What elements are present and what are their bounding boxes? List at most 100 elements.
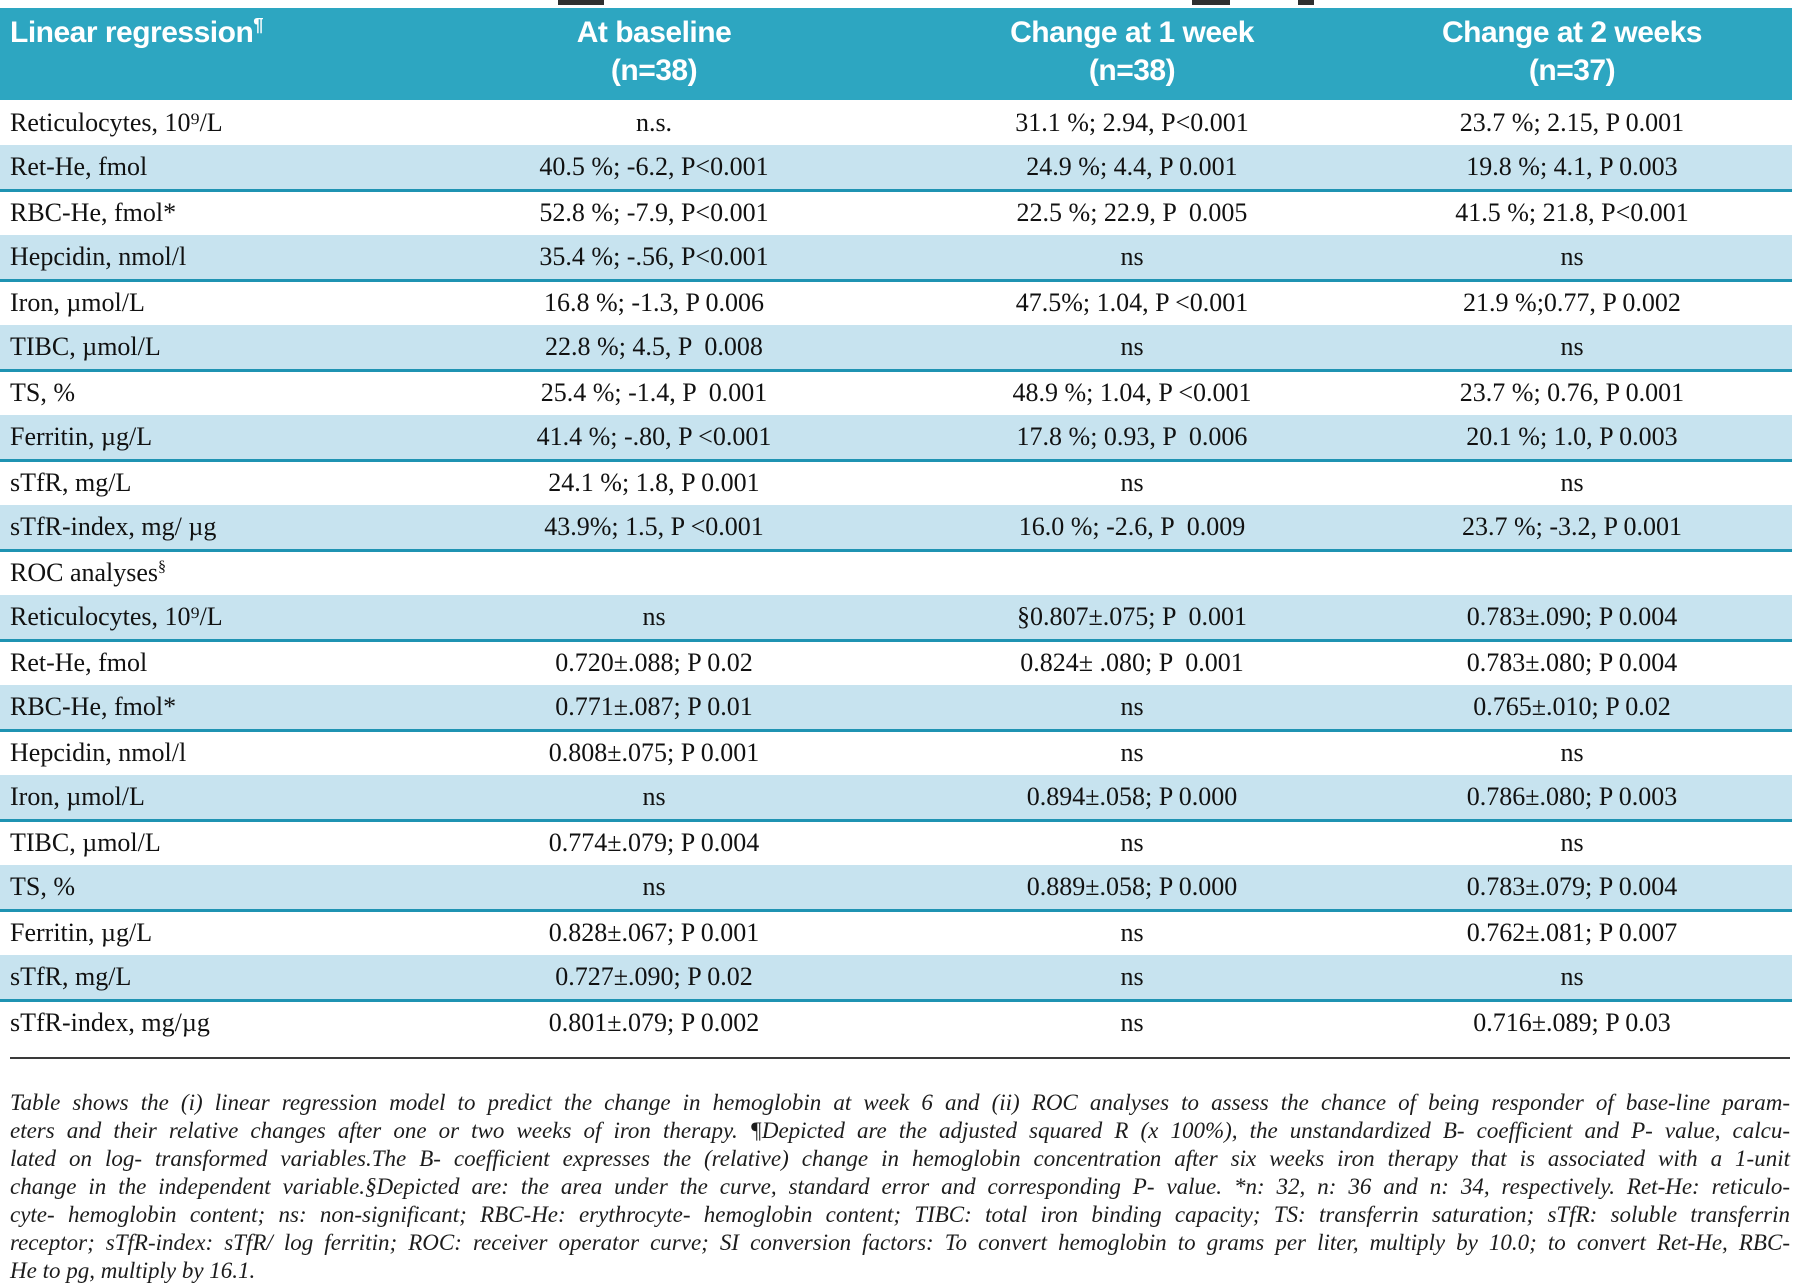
results-table: Linear regression¶ At baseline (n=38) Ch… <box>0 8 1792 1045</box>
table-body: Reticulocytes, 10⁹/L n.s. 31.1 %; 2.94, P<… <box>0 100 1792 1045</box>
value-cell: 20.1 %; 1.0, P 0.003 <box>1352 415 1792 462</box>
footnote-line: lated on log- transformed variables.The … <box>10 1146 1790 1171</box>
table-row: TIBC, µmol/L 22.8 %; 4.5, P 0.008 ns ns <box>0 325 1792 372</box>
value-cell: 0.889±.058; P 0.000 <box>912 865 1352 912</box>
footnote-line: eters and their relative changes after o… <box>10 1118 1790 1143</box>
table-row: Reticulocytes, 10⁹/L ns §0.807±.075; P 0.0… <box>0 595 1792 642</box>
value-cell: 23.7 %; 0.76, P 0.001 <box>1459 378 1685 408</box>
row-label: sTfR, mg/L <box>0 955 396 1002</box>
row-label: TS, % <box>10 378 75 408</box>
value-cell: ns <box>1352 235 1792 282</box>
table-footnote: Table shows the (i) linear regression mo… <box>10 1057 1790 1285</box>
value-cell: 0.783±.080; P 0.004 <box>1466 648 1678 678</box>
row-label: RBC-He, fmol* <box>10 198 177 228</box>
table-row: sTfR, mg/L 24.1 %; 1.8, P 0.001 ns ns <box>0 460 1792 505</box>
value-cell: ns <box>396 865 912 912</box>
value-cell: 0.765±.010; P 0.02 <box>1352 685 1792 732</box>
value-cell: 0.774±.079; P 0.004 <box>548 828 760 858</box>
table-header: Linear regression¶ At baseline (n=38) Ch… <box>0 8 1792 100</box>
table-row: sTfR, mg/L 0.727±.090; P 0.02 ns ns <box>0 955 1792 1002</box>
pilcrow-superscript: ¶ <box>253 14 264 35</box>
section-sign-superscript: § <box>158 558 167 576</box>
row-label: Iron, µmol/L <box>10 288 145 318</box>
row-label: Ferritin, µg/L <box>10 918 153 948</box>
cropped-text-artifact <box>1192 0 1230 5</box>
value-cell: 43.9%; 1.5, P <0.001 <box>396 505 912 552</box>
table-row: Ferritin, µg/L 41.4 %; -.80, P <0.001 17.8… <box>0 415 1792 462</box>
row-label: Ret-He, fmol <box>10 648 148 678</box>
value-cell: 0.720±.088; P 0.02 <box>555 648 753 678</box>
footnote-line: cyte- hemoglobin content; ns: non-signif… <box>10 1202 1790 1227</box>
value-cell: ns <box>1120 738 1144 768</box>
value-cell: 0.762±.081; P 0.007 <box>1466 918 1678 948</box>
cropped-text-artifact <box>1298 0 1314 5</box>
table-row: Ferritin, µg/L 0.828±.067; P 0.001 ns 0.762… <box>0 910 1792 955</box>
header-change-1-week: Change at 1 week (n=38) <box>912 8 1352 100</box>
value-cell: 0.727±.090; P 0.02 <box>396 955 912 1002</box>
value-cell: ns <box>1560 738 1584 768</box>
footnote-line: Table shows the (i) linear regression mo… <box>10 1090 1790 1115</box>
table-row: TS, % ns 0.889±.058; P 0.000 0.783±.079; P … <box>0 865 1792 912</box>
value-cell: ns <box>912 685 1352 732</box>
value-cell: 48.9 %; 1.04, P <0.001 <box>1012 378 1252 408</box>
row-label: RBC-He, fmol* <box>0 685 396 732</box>
table-row: Ret-He, fmol 0.720±.088; P 0.02 0.824± .08… <box>0 640 1792 685</box>
value-cell: ns <box>912 955 1352 1002</box>
value-cell: 0.828±.067; P 0.001 <box>548 918 760 948</box>
table-row: Ret-He, fmol 40.5 %; -6.2, P<0.001 24.9 %;… <box>0 145 1792 192</box>
value-cell: 0.716±.089; P 0.03 <box>1473 1008 1671 1038</box>
table-row: TS, % 25.4 %; -1.4, P 0.001 48.9 %; 1.04, … <box>0 370 1792 415</box>
table-row: Hepcidin, nmol/l 35.4 %; -.56, P<0.001 ns n… <box>0 235 1792 282</box>
value-cell: 17.8 %; 0.93, P 0.006 <box>912 415 1352 462</box>
value-cell: 23.7 %; -3.2, P 0.001 <box>1352 505 1792 552</box>
value-cell: ns <box>1352 955 1792 1002</box>
value-cell: 0.894±.058; P 0.000 <box>912 775 1352 822</box>
row-label: Hepcidin, nmol/l <box>0 235 396 282</box>
row-label: Ferritin, µg/L <box>0 415 396 462</box>
value-cell: ns <box>912 325 1352 372</box>
value-cell: ns <box>912 235 1352 282</box>
value-cell: §0.807±.075; P 0.001 <box>912 595 1352 642</box>
value-cell: 0.783±.079; P 0.004 <box>1352 865 1792 912</box>
row-label: Reticulocytes, 10⁹/L <box>0 595 396 642</box>
value-cell: 0.801±.079; P 0.002 <box>548 1008 760 1038</box>
value-cell: 23.7 %; 2.15, P 0.001 <box>1459 107 1685 137</box>
value-cell: ns <box>1120 1008 1144 1038</box>
value-cell: 22.5 %; 22.9, P 0.005 <box>1016 198 1248 228</box>
table-row: sTfR-index, mg/ µg 43.9%; 1.5, P <0.001 16… <box>0 505 1792 552</box>
row-label: Reticulocytes, 10⁹/L <box>10 107 223 137</box>
value-cell: 47.5%; 1.04, P <0.001 <box>1015 288 1249 318</box>
value-cell: 16.8 %; -1.3, P 0.006 <box>543 288 765 318</box>
value-cell: 0.771±.087; P 0.01 <box>396 685 912 732</box>
value-cell: 41.5 %; 21.8, P<0.001 <box>1455 198 1689 228</box>
row-label: sTfR, mg/L <box>10 468 132 498</box>
value-cell: 0.786±.080; P 0.003 <box>1352 775 1792 822</box>
table-row: TIBC, µmol/L 0.774±.079; P 0.004 ns ns <box>0 820 1792 865</box>
value-cell: ns <box>1352 325 1792 372</box>
row-label: sTfR-index, mg/ µg <box>0 505 396 552</box>
row-label: TIBC, µmol/L <box>10 828 161 858</box>
value-cell: 35.4 %; -.56, P<0.001 <box>396 235 912 282</box>
header-change-2-weeks: Change at 2 weeks (n=37) <box>1352 8 1792 100</box>
value-cell: 41.4 %; -.80, P <0.001 <box>396 415 912 462</box>
value-cell: 31.1 %; 2.94, P<0.001 <box>1015 107 1249 137</box>
value-cell: 16.0 %; -2.6, P 0.009 <box>912 505 1352 552</box>
value-cell: ns <box>396 595 912 642</box>
section-label: ROC analyses§ <box>0 550 1792 595</box>
value-cell: 24.9 %; 4.4, P 0.001 <box>912 145 1352 192</box>
table-row: RBC-He, fmol* 52.8 %; -7.9, P<0.001 22.5 %… <box>0 190 1792 235</box>
value-cell: 0.824± .080; P 0.001 <box>1020 648 1244 678</box>
value-cell: ns <box>1120 468 1144 498</box>
row-label: Hepcidin, nmol/l <box>10 738 187 768</box>
header-row: Linear regression¶ At baseline (n=38) Ch… <box>0 8 1792 100</box>
table-row: Iron, µmol/L ns 0.894±.058; P 0.000 0.786±.… <box>0 775 1792 822</box>
row-label: Iron, µmol/L <box>0 775 396 822</box>
value-cell: 52.8 %; -7.9, P<0.001 <box>539 198 769 228</box>
section-header-row: ROC analyses§ <box>0 550 1792 595</box>
row-label: Ret-He, fmol <box>0 145 396 192</box>
table-row: RBC-He, fmol* 0.771±.087; P 0.01 ns 0.765±.… <box>0 685 1792 732</box>
value-cell: ns <box>1560 828 1584 858</box>
table-row: Reticulocytes, 10⁹/L n.s. 31.1 %; 2.94, P<… <box>0 100 1792 145</box>
value-cell: 24.1 %; 1.8, P 0.001 <box>548 468 760 498</box>
row-label: TS, % <box>0 865 396 912</box>
